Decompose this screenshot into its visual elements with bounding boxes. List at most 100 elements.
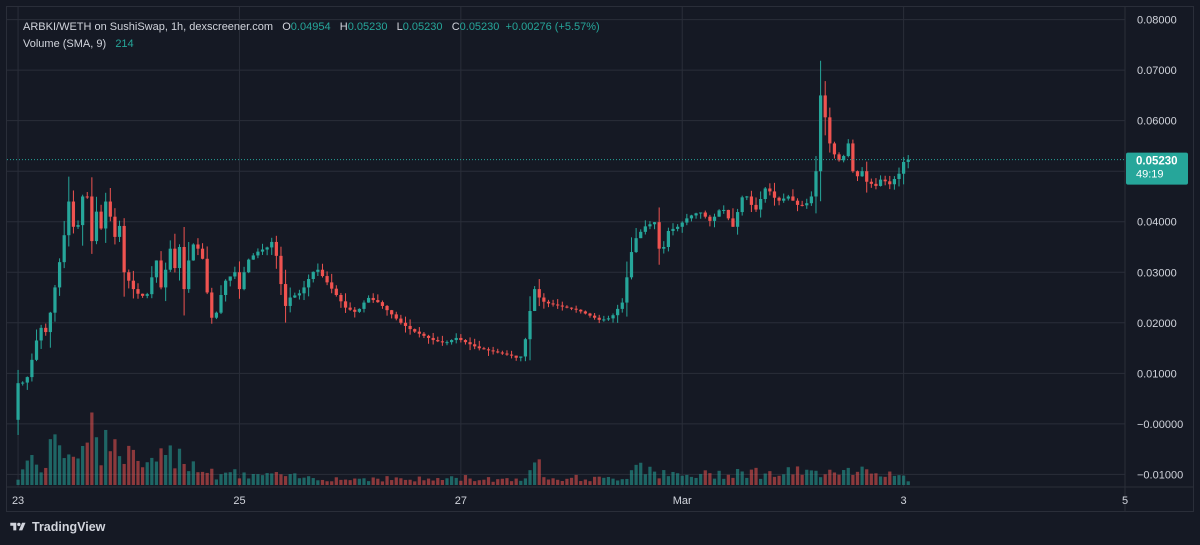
candle-body	[357, 308, 361, 312]
volume-bar	[805, 469, 809, 485]
candle-body	[782, 198, 786, 201]
candle-body	[708, 216, 712, 221]
grid-lines	[7, 7, 1126, 487]
candle-body	[302, 287, 306, 294]
volume-bar	[431, 480, 435, 485]
candle-body	[689, 215, 694, 219]
candle-body	[643, 226, 647, 232]
candle-body	[832, 143, 837, 155]
volume-bar	[403, 479, 408, 485]
candle-body	[639, 231, 643, 239]
candle-body	[67, 201, 71, 236]
candle-body	[385, 305, 389, 311]
candle-body	[270, 241, 274, 248]
candle-body	[21, 382, 25, 384]
candle-body	[94, 211, 99, 242]
candle-body	[491, 350, 495, 352]
volume-bar	[307, 476, 311, 485]
volume-bar	[579, 481, 583, 485]
volume-bar	[602, 477, 606, 485]
volume-bar	[680, 475, 684, 485]
volume-bar	[745, 477, 749, 485]
x-tick-label: 27	[455, 495, 467, 507]
candle-body	[104, 201, 108, 229]
x-tick-label: 3	[901, 495, 907, 507]
candle-body	[136, 289, 140, 294]
candle-body	[81, 196, 85, 226]
volume-bar	[694, 477, 698, 485]
volume-bar	[786, 467, 790, 485]
volume-bar	[735, 469, 740, 485]
volume-bar	[210, 468, 214, 485]
candle-body	[196, 244, 200, 249]
volume-bar	[897, 475, 901, 485]
volume-bar	[450, 476, 454, 485]
volume-bar	[325, 481, 329, 485]
candle-body	[343, 301, 348, 308]
tradingview-logo[interactable]: TradingView	[10, 520, 105, 534]
volume-bar	[768, 471, 772, 485]
candle-body	[906, 159, 910, 162]
volume-bar	[53, 434, 57, 485]
price-axis[interactable]: 0.080000.070000.060000.050000.040000.030…	[1137, 15, 1183, 482]
candle-body	[795, 200, 800, 205]
candle-body	[150, 277, 154, 295]
candle-body	[671, 228, 675, 231]
volume-bar	[168, 445, 172, 485]
high-label: H	[339, 21, 348, 33]
candle-body	[177, 247, 182, 269]
volume-bar	[320, 479, 325, 485]
candle-body	[145, 294, 149, 296]
candle-body	[76, 225, 80, 227]
volume-bar	[177, 448, 182, 485]
volume-bar	[855, 471, 860, 485]
symbol-title: ARBKI/WETH on SushiSwap, 1h, dexscreener…	[23, 21, 274, 33]
candle-body	[191, 244, 195, 261]
y-tick-label: 0.07000	[1137, 65, 1177, 77]
brand-name: TradingView	[32, 520, 106, 534]
candle-body	[809, 196, 813, 204]
candle-body	[565, 306, 569, 308]
candle-body	[542, 297, 546, 302]
chart-canvas[interactable]: 0.080000.070000.060000.050000.040000.030…	[7, 7, 1193, 511]
candle-body	[219, 295, 223, 313]
low-label: L	[396, 21, 403, 33]
volume-value: 214	[115, 38, 134, 50]
volume-bar	[200, 471, 205, 485]
volume-bar	[228, 472, 232, 485]
volume-bar	[302, 477, 306, 485]
volume-bar	[749, 469, 754, 485]
candle-body	[122, 225, 126, 273]
volume-bar	[251, 474, 255, 485]
volume-bar	[71, 456, 76, 485]
candle-body	[325, 276, 329, 283]
candle-body	[855, 171, 860, 177]
volume-bar	[16, 479, 20, 485]
y-tick-label: 0.04000	[1137, 217, 1177, 229]
volume-bar	[722, 478, 726, 485]
volume-bar	[30, 455, 34, 485]
volume-bar	[339, 479, 343, 485]
candle-body	[293, 295, 297, 298]
volume-bar	[131, 449, 135, 485]
candle-body	[699, 212, 703, 214]
volume-bar	[468, 478, 472, 485]
volume-bar	[85, 442, 89, 485]
candle-body	[805, 203, 809, 206]
candle-body	[592, 315, 597, 318]
volume-bar	[182, 463, 186, 485]
volume-bar	[533, 462, 537, 485]
candle-body	[436, 340, 440, 342]
volume-bar	[127, 445, 131, 485]
volume-bar	[759, 478, 763, 485]
time-axis[interactable]: 23 25 27 Mar 3 5	[12, 495, 1128, 507]
volume-bar	[491, 481, 495, 485]
candle-body	[685, 218, 689, 223]
candle-body	[426, 335, 431, 338]
x-tick-label: 5	[1122, 495, 1128, 507]
candle-body	[131, 280, 135, 290]
candlestick-series	[16, 60, 910, 435]
volume-bar	[362, 478, 366, 485]
volume-bar	[551, 478, 555, 485]
volume-bar	[500, 478, 504, 485]
